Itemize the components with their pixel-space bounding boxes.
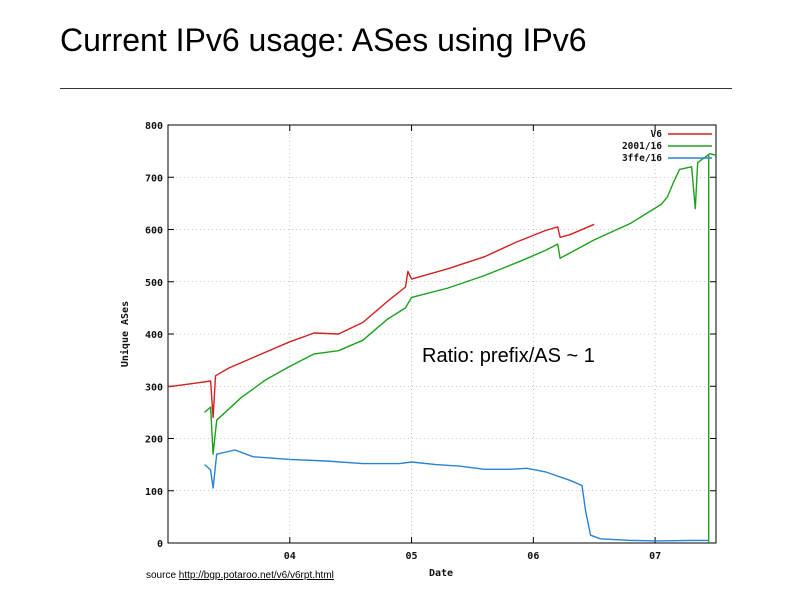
source-citation: source http://bgp.potaroo.net/v6/v6rpt.h… [146, 570, 334, 581]
y-tick-label: 500 [145, 278, 163, 289]
title-divider [60, 88, 732, 89]
y-tick-label: 700 [145, 173, 163, 184]
axis-ticks: 0 100 200 300 400 500 600 700 800 04 05 06 07 [145, 121, 716, 562]
x-tick-label: 06 [527, 551, 539, 562]
legend-label: 2001/16 [622, 141, 662, 152]
x-tick-label: 04 [284, 551, 296, 562]
plot-area [167, 124, 717, 544]
data-series [167, 152, 717, 543]
series-line [204, 449, 709, 542]
x-tick-label: 07 [649, 551, 661, 562]
page-title: Current IPv6 usage: ASes using IPv6 [60, 22, 587, 58]
grid-lines [168, 125, 716, 543]
source-prefix: source [146, 570, 179, 581]
series-line [204, 152, 717, 455]
y-tick-label: 600 [145, 226, 163, 237]
x-tick-label: 05 [406, 551, 418, 562]
y-tick-label: 100 [145, 487, 163, 498]
y-tick-label: 400 [145, 330, 163, 341]
source-link[interactable]: http://bgp.potaroo.net/v6/v6rpt.html [178, 570, 334, 581]
y-tick-label: 0 [157, 539, 163, 550]
ratio-annotation: Ratio: prefix/AS ~ 1 [422, 345, 595, 367]
legend-label: 3ffe/16 [622, 153, 662, 164]
y-tick-label: 200 [145, 435, 163, 446]
legend-label: V6 [651, 129, 663, 140]
y-tick-label: 800 [145, 121, 163, 132]
x-axis-label: Date [429, 568, 453, 579]
series-line [167, 223, 595, 419]
y-axis-label: Unique ASes [119, 301, 131, 367]
y-tick-label: 300 [145, 382, 163, 393]
